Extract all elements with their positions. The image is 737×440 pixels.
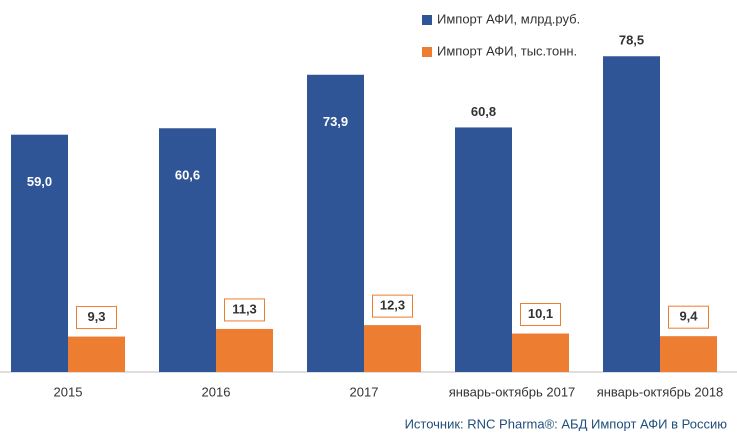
data-label: 78,5 xyxy=(619,33,644,48)
bar xyxy=(159,128,216,372)
data-label-box xyxy=(224,298,265,322)
bar xyxy=(68,336,125,372)
legend-swatch xyxy=(422,47,432,57)
legend-swatch xyxy=(422,15,432,25)
bar xyxy=(216,328,273,372)
bar xyxy=(512,333,569,372)
data-label: 12,3 xyxy=(380,298,405,313)
data-label-box xyxy=(76,306,117,330)
bar xyxy=(660,336,717,372)
data-label-box xyxy=(668,305,709,329)
x-tick-label: январь-октябрь 2018 xyxy=(597,384,724,399)
data-label: 9,4 xyxy=(679,309,698,324)
data-label-box xyxy=(372,294,413,318)
data-label-box xyxy=(611,30,652,53)
x-tick-label: 2016 xyxy=(202,384,231,399)
data-label: 10,1 xyxy=(528,306,553,321)
data-label-box xyxy=(520,303,561,327)
data-label: 73,9 xyxy=(323,114,348,129)
legend-label: Импорт АФИ, тыс.тонн. xyxy=(437,43,577,58)
x-tick-label: 2017 xyxy=(350,384,379,399)
x-tick-label: январь-октябрь 2017 xyxy=(449,384,576,399)
bar xyxy=(364,325,421,372)
data-label: 60,8 xyxy=(471,104,496,119)
data-label: 59,0 xyxy=(27,174,52,189)
data-label-box xyxy=(463,101,504,124)
bar xyxy=(307,74,364,372)
data-label: 60,6 xyxy=(175,168,200,183)
bar xyxy=(455,127,512,373)
bar xyxy=(11,134,68,372)
source-note: Источник: RNC Pharma®: АБД Импорт АФИ в … xyxy=(405,416,728,431)
data-label: 11,3 xyxy=(232,301,257,316)
data-label: 9,3 xyxy=(87,309,105,324)
bar xyxy=(603,56,660,372)
legend-label: Импорт АФИ, млрд.руб. xyxy=(437,11,580,26)
x-tick-label: 2015 xyxy=(54,384,83,399)
